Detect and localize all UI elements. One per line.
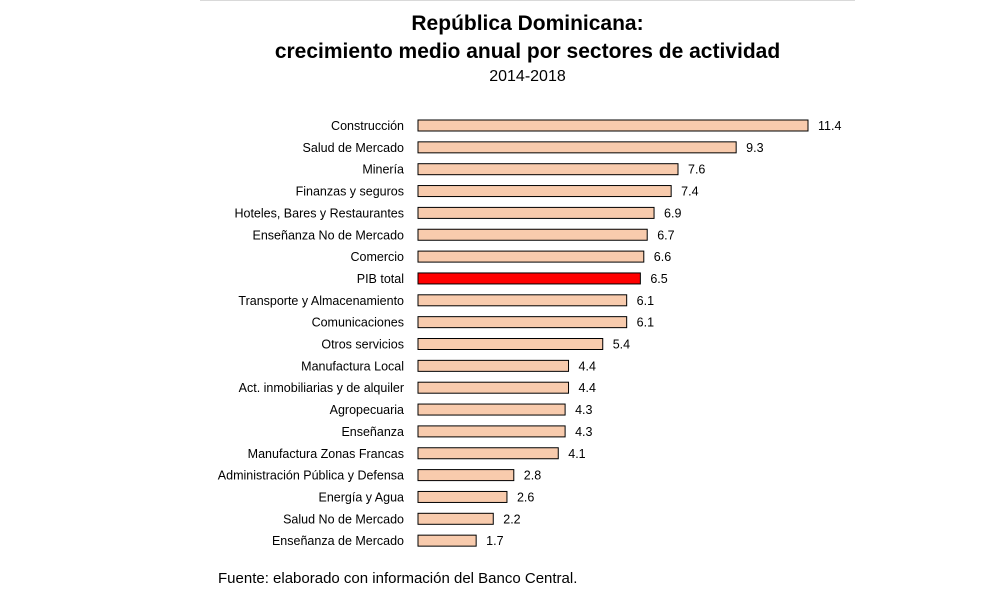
category-label: Energía y Agua	[319, 490, 405, 504]
bar	[417, 141, 737, 154]
bar	[417, 403, 566, 416]
value-label: 4.3	[575, 425, 592, 439]
value-label: 7.4	[681, 185, 698, 199]
category-label: Hoteles, Bares y Restaurantes	[234, 206, 404, 220]
bar	[417, 447, 559, 460]
bar	[417, 512, 494, 525]
value-label: 4.3	[575, 403, 592, 417]
value-label: 2.8	[524, 469, 541, 483]
bar	[417, 316, 628, 329]
top-rule	[200, 0, 855, 1]
chart-title-block: República Dominicana: crecimiento medio …	[200, 10, 855, 88]
bar-highlight	[417, 272, 641, 285]
category-label: Minería	[362, 163, 404, 177]
bar	[417, 294, 628, 307]
value-label: 6.5	[650, 272, 667, 286]
category-label: Enseñanza No de Mercado	[253, 228, 405, 242]
category-label: Agropecuaria	[330, 403, 404, 417]
value-label: 7.6	[688, 163, 705, 177]
bars-layer	[417, 119, 809, 547]
category-label: Act. inmobiliarias y de alquiler	[239, 381, 404, 395]
value-label: 4.1	[568, 447, 585, 461]
value-label: 6.7	[657, 228, 674, 242]
bar	[417, 119, 809, 132]
bar	[417, 185, 672, 198]
category-label: Otros servicios	[321, 338, 404, 352]
category-label: Manufactura Zonas Francas	[248, 447, 404, 461]
value-label: 6.1	[637, 316, 654, 330]
source-note: Fuente: elaborado con información del Ba…	[218, 570, 578, 587]
chart-subtitle: 2014-2018	[489, 68, 566, 85]
bar	[417, 534, 477, 547]
value-label: 2.2	[503, 512, 520, 526]
value-label: 6.1	[637, 294, 654, 308]
category-label: Administración Pública y Defensa	[218, 469, 404, 483]
value-label: 9.3	[746, 141, 763, 155]
value-label: 2.6	[517, 490, 534, 504]
category-label: Finanzas y seguros	[296, 185, 404, 199]
bar	[417, 338, 604, 350]
bar	[417, 469, 515, 482]
bar	[417, 490, 508, 503]
chart-title: República Dominicana:	[411, 12, 644, 35]
value-label: 1.7	[486, 534, 503, 548]
value-label: 4.4	[579, 381, 596, 395]
category-label: Comercio	[351, 250, 405, 264]
category-label: PIB total	[357, 272, 404, 286]
category-label: Enseñanza de Mercado	[272, 534, 404, 548]
bar	[417, 206, 655, 219]
category-label: Transporte y Almacenamiento	[238, 294, 404, 308]
bar	[417, 381, 570, 394]
category-label: Enseñanza	[341, 425, 404, 439]
value-labels: 11.4 9.3 7.6 7.46.9 6.7 6.6 6.5 6.1 6.1 5.4 4.4 4.4…	[486, 119, 841, 548]
bar	[417, 425, 566, 438]
category-label: Construcción	[331, 119, 404, 133]
value-label: 6.9	[664, 206, 681, 220]
bar	[417, 359, 570, 372]
bar	[417, 228, 648, 241]
chart-title-line2: crecimiento medio anual por sectores de …	[274, 40, 781, 63]
category-label: Salud No de Mercado	[283, 512, 404, 526]
value-label: 5.4	[613, 338, 630, 352]
category-label: Comunicaciones	[312, 316, 404, 330]
bar	[417, 163, 679, 176]
category-label: Salud de Mercado	[303, 141, 405, 155]
value-label: 6.6	[654, 250, 671, 264]
category-label: Manufactura Local	[301, 359, 404, 373]
value-label: 4.4	[579, 359, 596, 373]
bar	[417, 250, 645, 263]
value-label: 11.4	[818, 119, 841, 133]
category-labels: Construcción Salud de Mercado Minería Finan…	[218, 119, 404, 548]
